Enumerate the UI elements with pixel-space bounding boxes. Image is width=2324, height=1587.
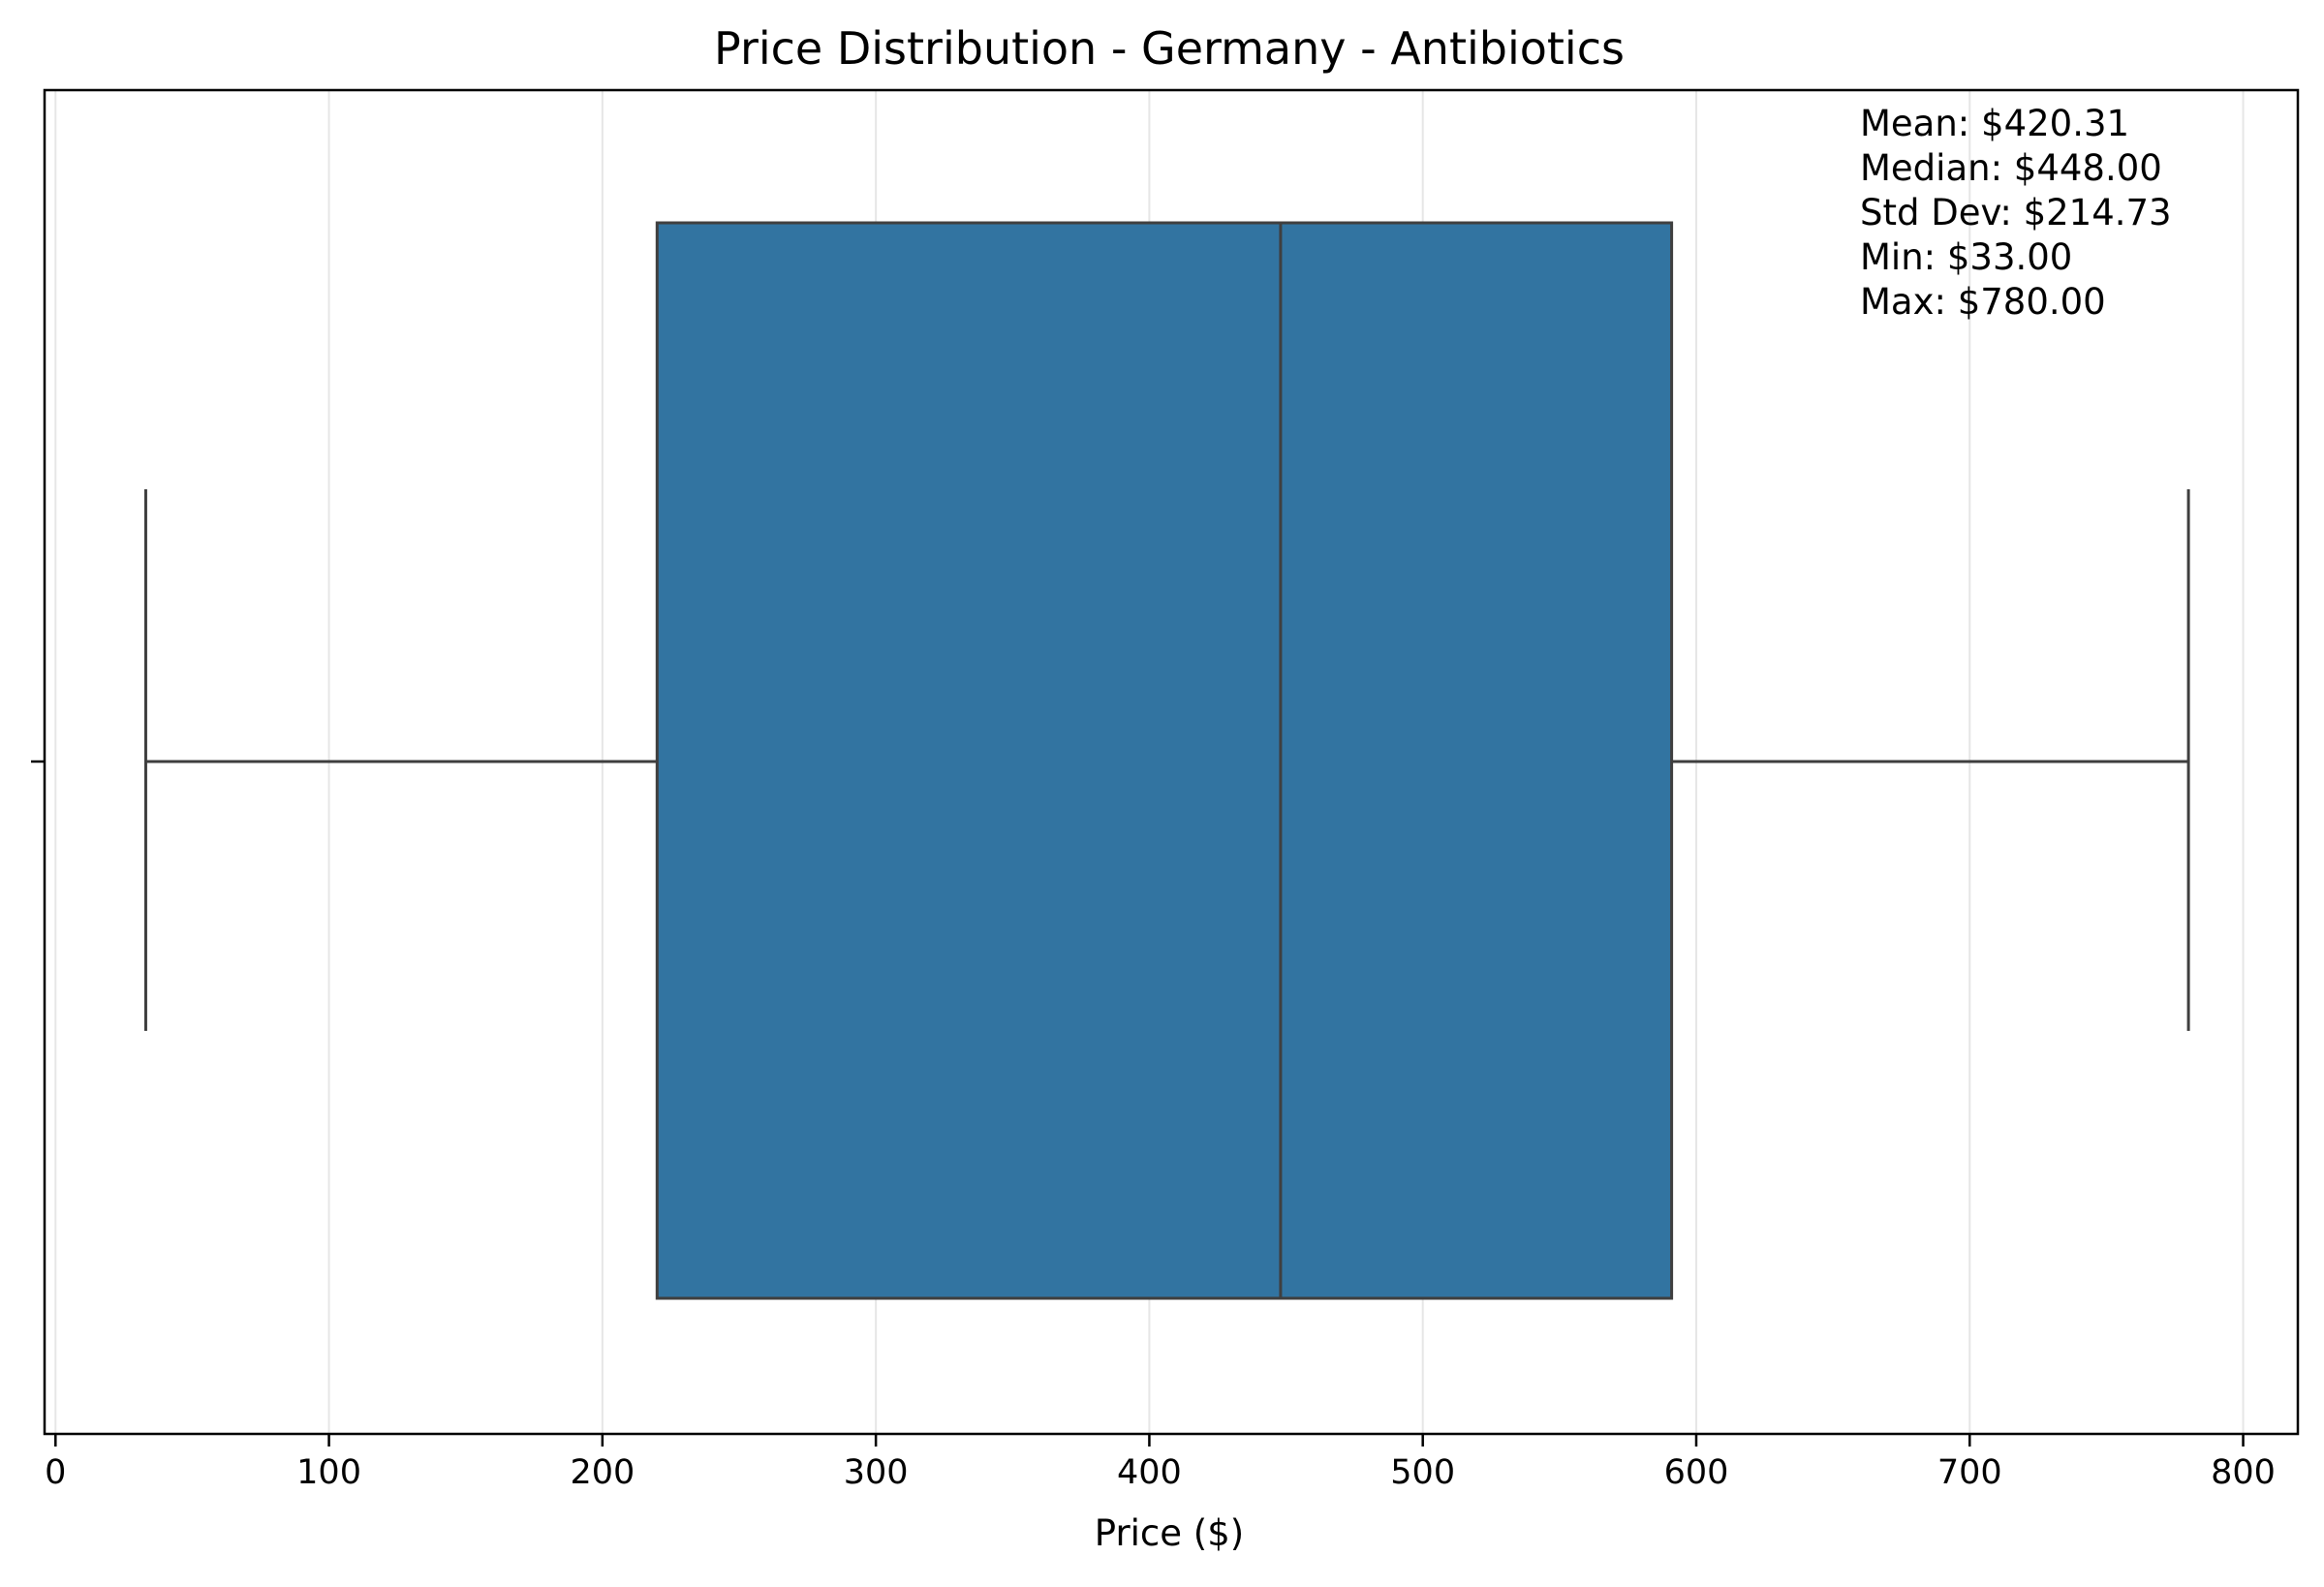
box-plot bbox=[143, 221, 2190, 1300]
stats-line: Std Dev: $214.73 bbox=[1860, 192, 2172, 233]
x-tick-label: 300 bbox=[844, 1453, 909, 1492]
x-axis-label: Price ($) bbox=[1095, 1512, 1244, 1554]
interquartile-box bbox=[655, 221, 1674, 1300]
x-tick-label: 600 bbox=[1664, 1453, 1729, 1492]
x-axis-ticks: 0 100 200 300 400 500 600 700 800 bbox=[45, 1434, 2276, 1492]
stats-line: Mean: $420.31 bbox=[1860, 103, 2129, 144]
x-tick-label: 700 bbox=[1937, 1453, 2002, 1492]
x-tick-label: 500 bbox=[1390, 1453, 1455, 1492]
x-tick-label: 800 bbox=[2211, 1453, 2276, 1492]
chart-title: Price Distribution - Germany - Antibioti… bbox=[714, 22, 1625, 75]
stats-line: Median: $448.00 bbox=[1860, 147, 2162, 189]
x-tick-label: 400 bbox=[1117, 1453, 1182, 1492]
x-tick-label: 100 bbox=[296, 1453, 361, 1492]
x-tick-label: 200 bbox=[570, 1453, 635, 1492]
stats-line: Max: $780.00 bbox=[1860, 281, 2106, 323]
x-tick-label: 0 bbox=[45, 1453, 66, 1492]
stats-line: Min: $33.00 bbox=[1860, 236, 2072, 278]
